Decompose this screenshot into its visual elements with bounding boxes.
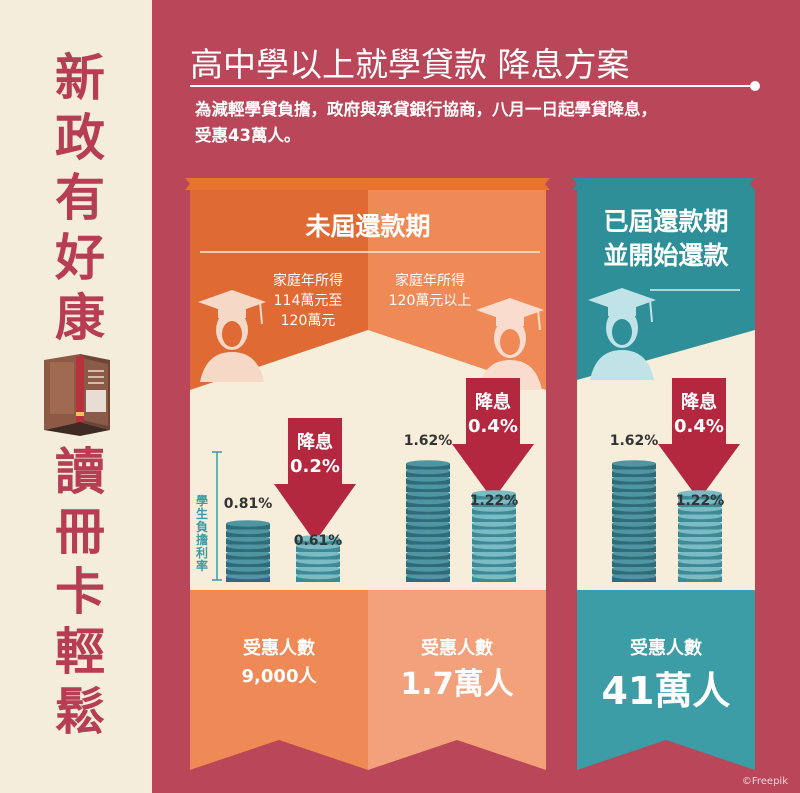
title-divider-dot [750,81,760,91]
rate-after: 0.61% [294,533,343,549]
rate-after: 1.22% [676,493,725,509]
coin-top [406,460,450,467]
title-char: 好 [55,229,105,287]
repaying-heading-line2: 並開始還款 [603,241,729,270]
graduate-face [500,329,520,355]
rate-drop-arrow [658,378,740,500]
coin-stacks [226,460,722,582]
arrow-label: 降息 [681,391,717,413]
graduate-face [612,319,632,345]
interest-axis-label: 學生負擔利率 [196,494,209,573]
title-char: 讀 [55,443,105,501]
title-divider [190,85,750,87]
subtitle-line: 為減輕學貸負擔，政府與承貸銀行協商，八月一日起學貸降息， [195,100,657,119]
beneficiary-count: 41萬人 [602,669,731,713]
repaying-banner [572,178,755,770]
coin-top [472,490,516,497]
coin-top [296,535,340,542]
beneficiary-count: 1.7萬人 [400,667,513,702]
title-char: 新 [55,49,105,107]
arrow-label: 降息 [297,431,333,453]
rate-drop-arrow [274,418,356,542]
title-char: 鬆 [55,683,105,741]
title-char: 康 [55,289,105,347]
rate-before: 0.81% [224,496,273,512]
title-char: 冊 [55,503,105,561]
rate-before: 1.62% [404,433,453,449]
arrow-label: 降息 [475,391,511,413]
graduate-face [222,321,242,347]
unpaid-heading: 未屆還款期 [305,212,430,241]
repaying-heading-line1: 已屆還款期 [603,207,728,236]
rate-drop-arrow [452,378,534,500]
book-icon [44,354,110,436]
vertical-title-bottom: 讀 冊 卡 輕 鬆 [32,442,128,742]
coin-top [612,460,656,467]
left-panel: 新 政 有 好 康 讀 冊 卡 輕 鬆 [0,0,152,793]
rate-before: 1.62% [610,433,659,449]
page-subtitle: 為減輕學貸負擔，政府與承貸銀行協商，八月一日起學貸降息， 受惠43萬人。 [195,97,755,149]
income-label-line: 114萬元至 [274,293,343,309]
income-label-line: 家庭年所得 [395,272,465,289]
credit-text: ©Freepik [741,776,788,787]
beneficiary-label: 受惠人數 [421,637,493,659]
arrow-label: 0.4% [468,416,518,437]
coin-top [226,520,270,527]
income-label-line: 120萬元 [281,313,336,329]
coin-top [678,490,722,497]
page-title: 高中學以上就學貸款 降息方案 [190,45,630,84]
title-char: 有 [55,169,105,227]
title-char: 政 [55,109,105,167]
arrow-label: 0.2% [290,456,340,477]
arrow-label: 0.4% [674,416,724,437]
income-label-line: 家庭年所得 [273,272,343,289]
subtitle-line: 受惠43萬人。 [195,126,301,145]
rate-after: 1.22% [470,493,519,509]
beneficiary-count: 9,000人 [242,666,318,687]
vertical-title-top: 新 政 有 好 康 [32,48,128,348]
beneficiary-label: 受惠人數 [243,637,315,659]
title-char: 輕 [55,623,105,681]
income-label-line: 120萬元以上 [389,293,472,309]
beneficiary-label: 受惠人數 [630,637,702,659]
title-char: 卡 [55,563,105,621]
